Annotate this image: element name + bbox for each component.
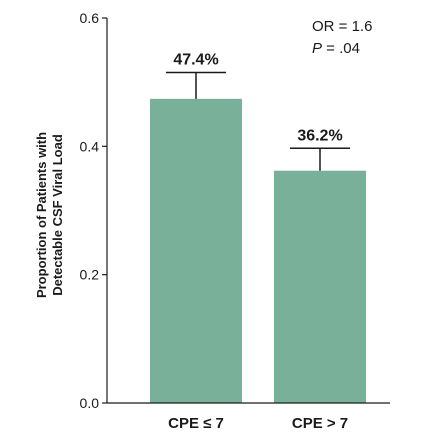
data-label-1: 47.4%	[173, 52, 218, 69]
bars-layer	[150, 98, 366, 403]
y-tick-label-1: 0.0	[80, 395, 100, 411]
y-tick-label-2: 0.2	[80, 267, 100, 283]
p-symbol: P	[312, 40, 322, 57]
p-value-text: P = .04	[312, 40, 360, 57]
y-axis-title-line-1: Proportion of Patients with	[34, 132, 49, 298]
bar-2	[274, 170, 366, 403]
y-tick-label-4: 0.6	[80, 10, 100, 26]
error-bars-layer	[166, 71, 350, 171]
y-tick-label-3: 0.4	[80, 138, 100, 154]
axes-layer: 0.0 0.2 0.4 0.6	[80, 10, 390, 411]
bar-1	[150, 98, 242, 403]
data-label-2: 36.2%	[297, 127, 342, 144]
x-tick-label-2: CPE > 7	[292, 415, 348, 432]
plot-area: 47.4% CPE ≤ 7 36.2% CPE > 7 0.0 0.2 0.4 0.6	[80, 10, 390, 432]
p-value: = .04	[322, 40, 360, 57]
data-labels-layer: 47.4% CPE ≤ 7 36.2% CPE > 7	[168, 52, 348, 432]
odds-ratio-text: OR = 1.6	[312, 18, 372, 35]
y-axis-title: Proportion of Patients with Detectable C…	[34, 132, 65, 298]
y-axis-title-line-2: Detectable CSF Viral Load	[50, 134, 65, 296]
statistics-annotation: OR = 1.6 P = .04	[312, 18, 372, 57]
x-tick-label-1: CPE ≤ 7	[168, 415, 224, 432]
